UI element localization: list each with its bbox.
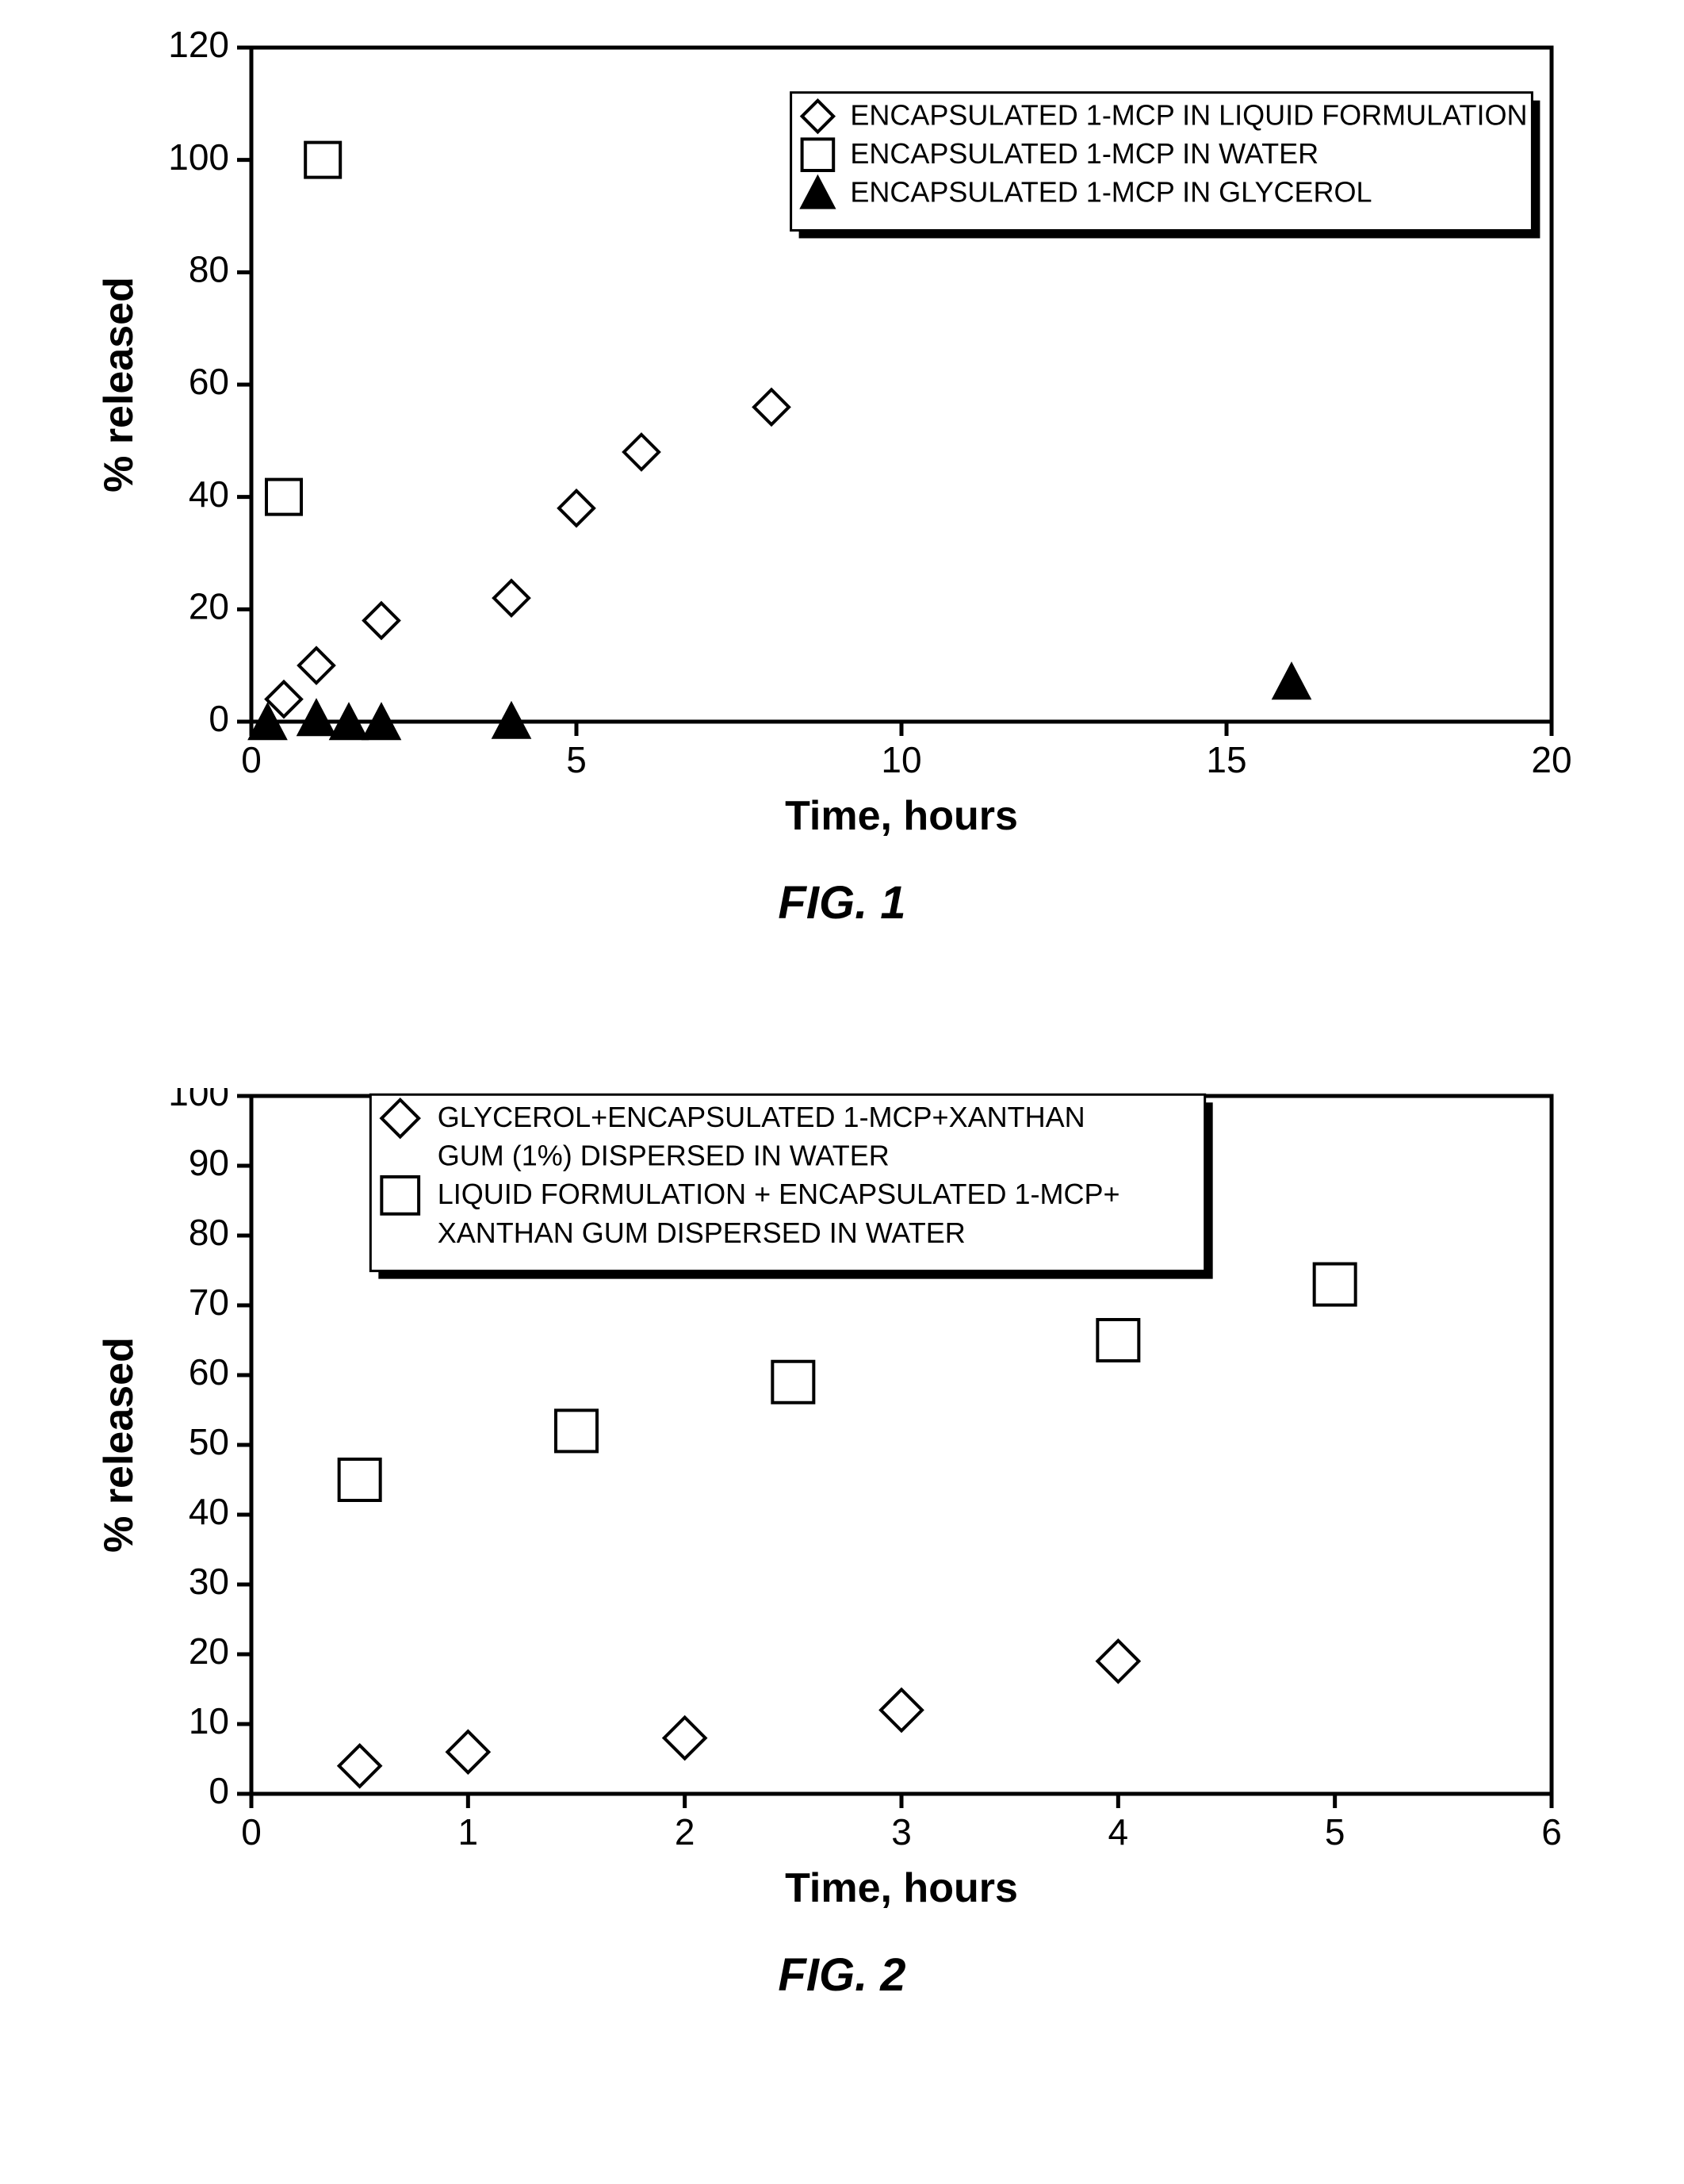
- data-marker: [1097, 1641, 1139, 1682]
- data-marker: [754, 389, 789, 424]
- svg-text:15: 15: [1206, 739, 1246, 780]
- svg-text:ENCAPSULATED 1-MCP IN GLYCEROL: ENCAPSULATED 1-MCP IN GLYCEROL: [850, 176, 1372, 209]
- data-marker: [339, 1745, 381, 1787]
- data-marker: [624, 435, 659, 469]
- data-marker: [772, 1362, 813, 1403]
- svg-text:3: 3: [891, 1811, 912, 1853]
- svg-text:4: 4: [1108, 1811, 1129, 1853]
- data-marker: [339, 1459, 381, 1500]
- svg-text:80: 80: [189, 248, 229, 289]
- data-marker: [305, 143, 340, 178]
- svg-text:30: 30: [189, 1561, 229, 1602]
- svg-text:Time, hours: Time, hours: [785, 793, 1018, 839]
- svg-text:0: 0: [209, 1770, 229, 1811]
- svg-text:40: 40: [189, 473, 229, 515]
- data-marker: [556, 1410, 597, 1451]
- figure-2: 0 10 20 30 40 50 60 70 80 90 100 % released 0 1 2 3 4 5 6 T…: [53, 1088, 1631, 2002]
- data-marker: [364, 603, 399, 638]
- figure-1: 0 20 40 60 80 100 120 % released 0 5 10 15 20 Time, h…: [53, 24, 1631, 929]
- data-marker: [299, 648, 334, 683]
- svg-text:Time, hours: Time, hours: [785, 1865, 1018, 1911]
- data-marker: [1097, 1320, 1139, 1361]
- figure-2-caption: FIG. 2: [53, 1948, 1631, 2002]
- svg-text:20: 20: [189, 1630, 229, 1672]
- svg-text:GUM (1%) DISPERSED IN WATER: GUM (1%) DISPERSED IN WATER: [438, 1140, 890, 1172]
- svg-text:20: 20: [1531, 739, 1571, 780]
- svg-text:% released: % released: [96, 277, 142, 492]
- svg-text:60: 60: [189, 361, 229, 402]
- svg-text:ENCAPSULATED 1-MCP IN LIQUID F: ENCAPSULATED 1-MCP IN LIQUID FORMULATION: [850, 98, 1527, 131]
- figure-1-caption: FIG. 1: [53, 876, 1631, 929]
- svg-text:1: 1: [458, 1811, 479, 1853]
- figure-1-chart: 0 20 40 60 80 100 120 % released 0 5 10 15 20 Time, h…: [53, 24, 1631, 849]
- data-marker: [494, 580, 529, 615]
- figure-2-chart: 0 10 20 30 40 50 60 70 80 90 100 % released 0 1 2 3 4 5 6 T…: [53, 1088, 1631, 1921]
- svg-text:0: 0: [241, 739, 262, 780]
- svg-text:10: 10: [881, 739, 921, 780]
- svg-text:% released: % released: [96, 1337, 142, 1553]
- svg-text:100: 100: [168, 1088, 229, 1113]
- svg-text:LIQUID FORMULATION + ENCAPSULA: LIQUID FORMULATION + ENCAPSULATED 1-MCP+: [438, 1178, 1120, 1210]
- svg-text:50: 50: [189, 1421, 229, 1462]
- svg-text:70: 70: [189, 1282, 229, 1323]
- svg-text:10: 10: [189, 1700, 229, 1741]
- svg-text:120: 120: [168, 24, 229, 65]
- data-marker: [266, 480, 301, 515]
- page: 020406080100120% released05101520Time, h…: [0, 0, 1684, 2184]
- data-marker: [559, 491, 594, 526]
- data-marker: [881, 1689, 922, 1730]
- svg-text:90: 90: [189, 1142, 229, 1183]
- svg-text:XANTHAN GUM DISPERSED IN WATER: XANTHAN GUM DISPERSED IN WATER: [438, 1217, 966, 1249]
- svg-text:20: 20: [189, 585, 229, 626]
- svg-text:5: 5: [566, 739, 587, 780]
- svg-text:6: 6: [1541, 1811, 1562, 1853]
- data-marker: [299, 701, 334, 734]
- data-marker: [1315, 1264, 1356, 1305]
- svg-text:40: 40: [189, 1491, 229, 1532]
- svg-text:ENCAPSULATED 1-MCP IN WATER: ENCAPSULATED 1-MCP IN WATER: [850, 137, 1318, 170]
- svg-text:0: 0: [209, 698, 229, 739]
- data-marker: [447, 1731, 488, 1772]
- svg-text:80: 80: [189, 1212, 229, 1253]
- data-marker: [1274, 665, 1309, 698]
- svg-text:2: 2: [675, 1811, 695, 1853]
- svg-text:GLYCEROL+ENCAPSULATED 1-MCP+XA: GLYCEROL+ENCAPSULATED 1-MCP+XANTHAN: [438, 1101, 1085, 1133]
- svg-text:5: 5: [1325, 1811, 1345, 1853]
- svg-text:60: 60: [189, 1351, 229, 1393]
- svg-text:0: 0: [241, 1811, 262, 1853]
- data-marker: [664, 1718, 706, 1759]
- svg-text:100: 100: [168, 136, 229, 178]
